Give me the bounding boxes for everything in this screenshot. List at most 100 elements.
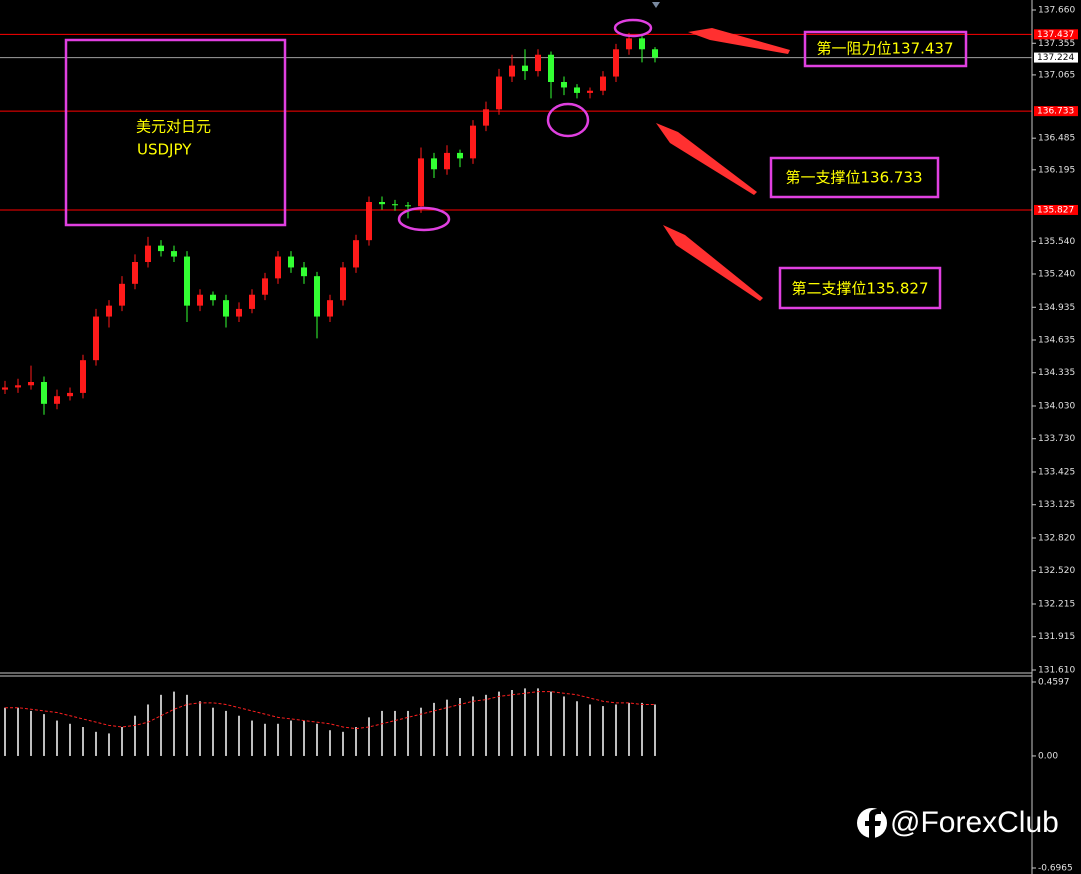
candle-body	[366, 202, 372, 241]
candle-body	[249, 294, 255, 309]
candle-body	[15, 385, 21, 388]
candle-body	[418, 158, 424, 207]
candle-body	[93, 316, 99, 361]
level-tag	[1034, 52, 1078, 63]
y-tick-label: 137.660	[1038, 6, 1075, 16]
candle-body	[262, 278, 268, 295]
candle-body	[613, 49, 619, 77]
candle-body	[28, 382, 34, 386]
candle-body	[548, 54, 554, 82]
label-box	[803, 30, 968, 68]
marks-layer	[2, 32, 658, 756]
resistance-label: 第一阻力位137.437	[816, 40, 953, 58]
candle-body	[288, 256, 294, 268]
candle-body	[327, 300, 333, 317]
candle-body	[509, 65, 515, 77]
pair-box	[64, 38, 287, 227]
highlight-ellipse	[546, 102, 590, 138]
candle-body	[561, 82, 567, 88]
candle-body	[132, 262, 138, 284]
highlight-ellipse	[397, 206, 451, 232]
y-tick-label: 0.4597	[1038, 678, 1070, 688]
level-tag	[1034, 29, 1078, 40]
y-tick-label: 132.520	[1038, 566, 1075, 576]
candle-body	[535, 54, 541, 72]
candle-body	[197, 294, 203, 306]
candle-body	[2, 387, 8, 390]
watermark-icon-glyph	[865, 809, 881, 838]
candle-body	[41, 382, 47, 404]
level-tag	[1034, 106, 1078, 117]
watermark: @ForexClub	[890, 806, 1059, 839]
candle-body	[457, 152, 463, 159]
highlight-ellipse	[613, 18, 653, 38]
candle-body	[54, 396, 60, 404]
y-tick-label: 137.065	[1038, 70, 1075, 80]
candle-body	[275, 256, 281, 279]
candle-body	[236, 308, 242, 317]
candle-body	[574, 87, 580, 93]
y-tick-label: 131.610	[1038, 666, 1075, 676]
candle-body	[314, 276, 320, 317]
y-tick-label: 137.355	[1038, 39, 1075, 49]
candle-body	[626, 38, 632, 50]
y-tick-label: 133.425	[1038, 468, 1075, 478]
candle-body	[171, 251, 177, 257]
grid-layer	[0, 33, 1032, 211]
level-tag-label: 135.827	[1037, 205, 1074, 215]
label-box	[769, 156, 940, 199]
candle-body	[223, 300, 229, 317]
axis-layer: 137.660 137.355 137.065 136.485 136.195 135.5…	[1032, 6, 1078, 874]
pair-symbol: USDJPY	[137, 141, 192, 159]
candle-body	[470, 125, 476, 159]
level-tag-label: 137.437	[1037, 30, 1074, 40]
y-tick-label: 133.730	[1038, 434, 1075, 444]
y-tick-label: 133.125	[1038, 500, 1075, 510]
candle-body	[80, 360, 86, 393]
candle-body	[431, 158, 437, 170]
candle-body	[158, 245, 164, 252]
y-tick-label: 134.935	[1038, 303, 1075, 313]
candle-body	[587, 90, 593, 93]
label-box	[778, 266, 942, 310]
candle-body	[119, 283, 125, 306]
candle-body	[444, 152, 450, 170]
candle-body	[639, 38, 645, 50]
arrow	[656, 123, 757, 195]
candle-body	[210, 294, 216, 301]
candle-body	[106, 305, 112, 317]
y-tick-label: 134.030	[1038, 402, 1075, 412]
support-label: 第一支撑位136.733	[785, 169, 922, 187]
y-tick-label: 135.240	[1038, 270, 1075, 280]
candle-body	[353, 240, 359, 268]
arrow	[663, 225, 763, 301]
y-tick-label: 136.485	[1038, 134, 1075, 144]
level-tag	[1034, 204, 1078, 215]
candle-body	[496, 76, 502, 110]
y-tick-label: -0.6965	[1038, 864, 1073, 874]
level-tag-label: 137.224	[1037, 53, 1074, 63]
candle-body	[405, 205, 411, 207]
y-tick-label: 136.195	[1038, 165, 1075, 175]
candle-body	[184, 256, 190, 306]
y-tick-label: 0.00	[1038, 751, 1058, 761]
shift-marker	[652, 2, 660, 8]
y-tick-label: 131.915	[1038, 632, 1075, 642]
y-tick-label: 132.820	[1038, 534, 1075, 544]
y-tick-label: 135.540	[1038, 237, 1075, 247]
candle-body	[392, 204, 398, 206]
candle-body	[600, 76, 606, 91]
signal-line	[5, 691, 655, 730]
support-label: 第二支撑位135.827	[791, 280, 928, 298]
candle-body	[522, 65, 528, 72]
y-tick-label: 134.335	[1038, 368, 1075, 378]
arrow	[688, 28, 790, 54]
y-tick-label: 134.635	[1038, 336, 1075, 346]
candle-body	[340, 267, 346, 301]
level-tag-label: 136.733	[1037, 107, 1074, 117]
candle-body	[145, 245, 151, 262]
candle-body	[652, 49, 658, 58]
pair-name-cn: 美元对日元	[136, 118, 211, 136]
